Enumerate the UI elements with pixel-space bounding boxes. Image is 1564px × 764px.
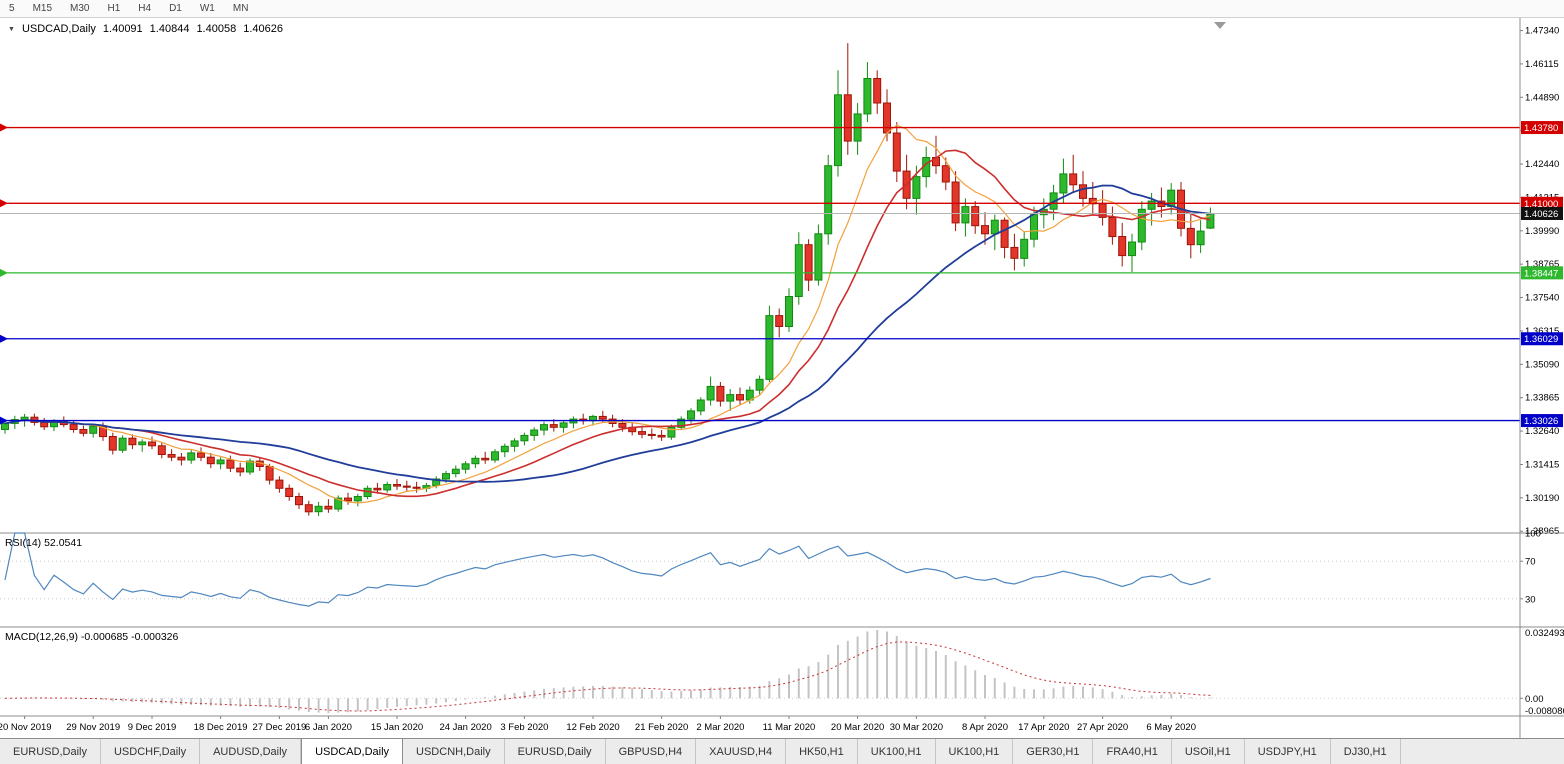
level-anchor-icon [0, 334, 8, 343]
svg-text:100: 100 [1525, 529, 1541, 540]
svg-text:1.40626: 1.40626 [1524, 209, 1558, 220]
svg-text:-0.008086: -0.008086 [1525, 706, 1564, 717]
level-anchor-icon [0, 268, 8, 277]
current-price-badge [1521, 206, 1563, 220]
chart-tab-10-uk100-h1[interactable]: UK100,H1 [936, 739, 1014, 764]
candlestick-chart[interactable]: 1.473401.461151.448901.436651.424401.412… [0, 18, 1564, 738]
svg-text:9 Dec 2019: 9 Dec 2019 [128, 722, 177, 733]
svg-text:1.38765: 1.38765 [1525, 259, 1559, 270]
svg-text:1.28965: 1.28965 [1525, 526, 1559, 537]
svg-text:1.38447: 1.38447 [1524, 268, 1558, 279]
svg-text:1.30190: 1.30190 [1525, 493, 1559, 504]
moving-averages [4, 124, 1211, 504]
rsi-line [4, 532, 1211, 607]
chart-tab-0-eurusd-daily[interactable]: EURUSD,Daily [0, 739, 101, 764]
svg-text:1.32640: 1.32640 [1525, 426, 1559, 437]
ma-medium-line [4, 149, 1211, 498]
shift-marker-icon [1214, 22, 1226, 29]
svg-text:6 Jan 2020: 6 Jan 2020 [305, 722, 352, 733]
svg-text:3 Feb 2020: 3 Feb 2020 [500, 722, 548, 733]
timeframe-w1[interactable]: W1 [199, 3, 215, 14]
chart-tab-9-uk100-h1[interactable]: UK100,H1 [858, 739, 936, 764]
timeframe-toolbar: 5 M15 M30 H1 H4 D1 W1 MN [0, 0, 1564, 18]
svg-text:24 Jan 2020: 24 Jan 2020 [439, 722, 491, 733]
timeframe-m30[interactable]: M30 [70, 3, 90, 14]
macd-histogram [13, 630, 1212, 714]
svg-text:70: 70 [1525, 557, 1536, 568]
timeframe-d1[interactable]: D1 [169, 3, 182, 14]
timeframe-h1[interactable]: H1 [107, 3, 121, 14]
macd-panel: 0.032493 0.00-0.008086 [0, 626, 1564, 717]
svg-text:1.33026: 1.33026 [1524, 416, 1558, 427]
macd-signal-line [4, 641, 1211, 712]
time-axis[interactable]: 20 Nov 2019 29 Nov 2019 9 Dec 2019 18 Dec 2… [0, 715, 1564, 733]
timeframe-5[interactable]: 5 [9, 3, 15, 14]
timeframe-h4[interactable]: H4 [138, 3, 152, 14]
level-anchor-icon [0, 199, 8, 208]
svg-text:30 Mar 2020: 30 Mar 2020 [890, 722, 943, 733]
svg-text:12 Feb 2020: 12 Feb 2020 [566, 722, 619, 733]
chart-tab-15-dj30-h1[interactable]: DJ30,H1 [1331, 739, 1401, 764]
chart-tab-1-usdchf-daily[interactable]: USDCHF,Daily [101, 739, 201, 764]
svg-text:1.42440: 1.42440 [1525, 159, 1559, 170]
level-anchor-icon [0, 123, 8, 132]
chart-tab-13-usoil-h1[interactable]: USOil,H1 [1172, 739, 1245, 764]
svg-text:18 Dec 2019: 18 Dec 2019 [194, 722, 248, 733]
svg-text:20 Nov 2019: 20 Nov 2019 [0, 722, 52, 733]
svg-text:1.37540: 1.37540 [1525, 293, 1559, 304]
svg-text:30: 30 [1525, 594, 1536, 605]
svg-text:1.31415: 1.31415 [1525, 459, 1559, 470]
chart-tab-5-eurusd-daily[interactable]: EURUSD,Daily [505, 739, 606, 764]
candles [1, 43, 1215, 517]
svg-text:20 Mar 2020: 20 Mar 2020 [831, 722, 884, 733]
svg-text:27 Dec 2019: 27 Dec 2019 [252, 722, 306, 733]
svg-text:1.36315: 1.36315 [1525, 326, 1559, 337]
svg-text:1.43780: 1.43780 [1524, 123, 1558, 134]
chart-tab-8-hk50-h1[interactable]: HK50,H1 [786, 739, 858, 764]
svg-text:15 Jan 2020: 15 Jan 2020 [371, 722, 423, 733]
chart-tab-3-usdcad-daily[interactable]: USDCAD,Daily [301, 739, 404, 764]
horizontal-levels [0, 123, 1520, 425]
chart-tab-11-ger30-h1[interactable]: GER30,H1 [1013, 739, 1094, 764]
chart-tab-6-gbpusd-h4[interactable]: GBPUSD,H4 [606, 739, 697, 764]
chart-tab-14-usdjpy-h1[interactable]: USDJPY,H1 [1245, 739, 1331, 764]
svg-text:1.46115: 1.46115 [1525, 59, 1559, 70]
svg-text:29 Nov 2019: 29 Nov 2019 [66, 722, 120, 733]
svg-text:11 Mar 2020: 11 Mar 2020 [763, 722, 816, 733]
level-anchor-icon [0, 416, 8, 425]
svg-text:0.032493: 0.032493 [1525, 628, 1564, 639]
svg-text:2 Mar 2020: 2 Mar 2020 [696, 722, 744, 733]
chart-tabs-bar: EURUSD,Daily USDCHF,Daily AUDUSD,Daily USDC… [0, 738, 1564, 764]
ma-slow-line [4, 184, 1211, 483]
price-badge-1.41000 [1521, 196, 1563, 210]
rsi-panel: 100 70 30 [0, 529, 1564, 607]
svg-text:1.44890: 1.44890 [1525, 92, 1559, 103]
price-badge-1.38447 [1521, 266, 1563, 280]
price-badge-1.43780 [1521, 121, 1563, 135]
svg-text:1.47340: 1.47340 [1525, 26, 1559, 37]
svg-text:6 May 2020: 6 May 2020 [1146, 722, 1196, 733]
price-badge-1.36029 [1521, 332, 1563, 346]
svg-text:21 Feb 2020: 21 Feb 2020 [635, 722, 688, 733]
svg-text:1.36029: 1.36029 [1524, 334, 1558, 345]
timeframe-m15[interactable]: M15 [32, 3, 53, 14]
ma-fast-line [4, 124, 1211, 504]
chart-tab-2-audusd-daily[interactable]: AUDUSD,Daily [200, 739, 302, 764]
svg-text:1.39990: 1.39990 [1525, 226, 1559, 237]
svg-text:27 Apr 2020: 27 Apr 2020 [1077, 722, 1128, 733]
svg-text:8 Apr 2020: 8 Apr 2020 [962, 722, 1008, 733]
svg-text:1.41000: 1.41000 [1524, 199, 1558, 210]
svg-text:1.33865: 1.33865 [1525, 393, 1559, 404]
chart-tab-4-usdcnh-daily[interactable]: USDCNH,Daily [403, 739, 505, 764]
svg-text:1.35090: 1.35090 [1525, 359, 1559, 370]
svg-text:0.00: 0.00 [1525, 694, 1544, 705]
price-axis[interactable]: 1.473401.461151.448901.436651.424401.412… [1519, 18, 1563, 738]
chart-area: 1.473401.461151.448901.436651.424401.412… [0, 18, 1564, 738]
chart-tab-7-xauusd-h4[interactable]: XAUUSD,H4 [696, 739, 787, 764]
chart-tab-12-fra40-h1[interactable]: FRA40,H1 [1093, 739, 1172, 764]
price-badge-1.33026 [1521, 414, 1563, 428]
timeframe-mn[interactable]: MN [232, 3, 249, 14]
svg-text:17 Apr 2020: 17 Apr 2020 [1018, 722, 1069, 733]
